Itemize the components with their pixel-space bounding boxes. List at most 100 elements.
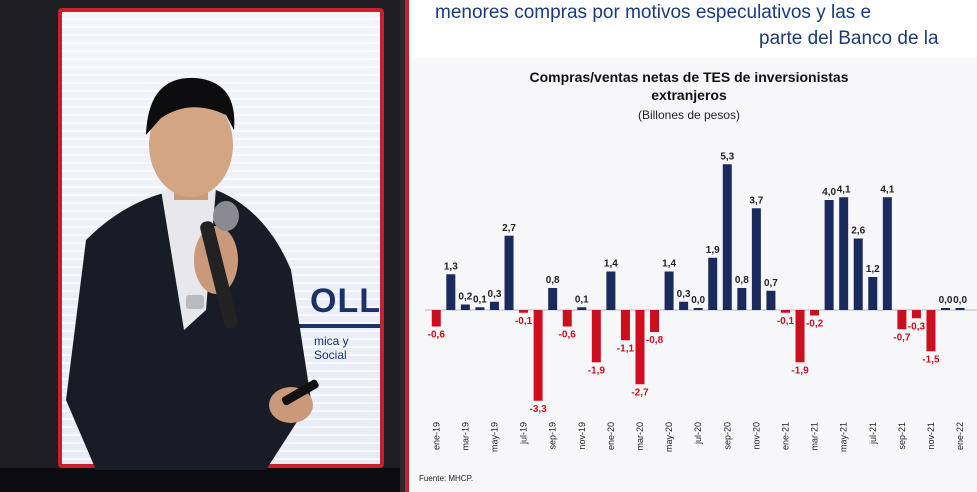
backdrop-stripe xyxy=(62,82,380,84)
bar xyxy=(620,310,630,341)
bar xyxy=(737,288,747,310)
tick-label: sep-19 xyxy=(548,422,558,450)
data-label: -1,1 xyxy=(617,343,635,354)
backdrop-stripe xyxy=(62,66,380,68)
backdrop-stripe xyxy=(62,42,380,44)
bar xyxy=(475,307,485,310)
bar xyxy=(839,197,849,310)
tick-label: jul-21 xyxy=(868,422,878,445)
bar xyxy=(431,310,441,327)
data-label: 0,3 xyxy=(488,289,502,300)
data-label: 0,0 xyxy=(953,295,967,306)
speaker-suit xyxy=(66,190,311,470)
data-label: -0,8 xyxy=(646,335,664,346)
tick-label: nov-20 xyxy=(751,422,761,450)
bar xyxy=(810,310,820,316)
data-label: 0,0 xyxy=(691,295,705,306)
bar xyxy=(664,271,674,310)
data-label: -2,7 xyxy=(631,387,649,398)
bar xyxy=(460,304,470,310)
tick-label: ene-21 xyxy=(780,422,790,450)
tick-label: mar-19 xyxy=(460,422,470,451)
data-label: 2,7 xyxy=(502,223,516,234)
tick-label: jul-19 xyxy=(519,422,529,445)
speaker-face xyxy=(149,93,233,197)
speaker-hair xyxy=(146,77,235,135)
bar xyxy=(824,200,834,310)
bar xyxy=(679,301,689,310)
bar xyxy=(635,310,645,385)
data-label: -3,3 xyxy=(530,404,548,415)
presentation-slide: menores compras por motivos especulativo… xyxy=(405,0,977,492)
tick-label: sep-20 xyxy=(722,422,732,450)
data-label: -0,6 xyxy=(559,330,577,341)
bar xyxy=(722,164,732,310)
speaker-figure xyxy=(66,77,319,470)
bar xyxy=(548,288,558,310)
backdrop-stripe xyxy=(62,58,380,60)
bar xyxy=(577,307,587,310)
bar xyxy=(519,310,529,313)
data-label: 1,2 xyxy=(866,264,880,275)
bar xyxy=(504,235,514,310)
bar xyxy=(606,271,616,310)
backdrop-brand-subtitle: mica y Social xyxy=(314,334,349,362)
chart-source: Fuente: MHCP. xyxy=(419,474,474,483)
data-label: 3,7 xyxy=(749,195,763,206)
bar xyxy=(955,308,965,310)
bar xyxy=(882,197,892,310)
data-label: 1,4 xyxy=(604,259,618,270)
backdrop-stripe xyxy=(62,18,380,20)
backdrop-stripe xyxy=(62,74,380,76)
bar xyxy=(926,310,936,352)
slide-header-line-1: menores compras por motivos especulativo… xyxy=(435,2,872,23)
data-label: 1,9 xyxy=(706,245,720,256)
chart-title: Compras/ventas netas de TES de inversion… xyxy=(529,69,849,103)
data-label: -0,1 xyxy=(515,316,533,327)
tick-label: nov-19 xyxy=(577,422,587,450)
bar xyxy=(853,238,863,310)
microphone xyxy=(200,221,238,329)
backdrop-stripe xyxy=(62,26,380,28)
data-label: 0,3 xyxy=(677,289,691,300)
data-label: 0,8 xyxy=(546,275,560,286)
slide-header-line-2: parte del Banco de la xyxy=(759,28,939,49)
video-feed: OLLO mica y Social xyxy=(0,0,400,492)
bar xyxy=(911,310,921,319)
bar xyxy=(489,301,499,310)
data-label: 0,7 xyxy=(764,278,778,289)
tick-label: ene-19 xyxy=(431,422,441,450)
chart-unit: (Billones de pesos) xyxy=(637,108,741,122)
bar xyxy=(562,310,572,327)
backdrop-divider xyxy=(242,324,380,328)
data-label: -0,2 xyxy=(806,319,824,330)
slide-header: menores compras por motivos especulativo… xyxy=(409,0,977,58)
bar xyxy=(708,257,718,310)
bar xyxy=(751,208,761,310)
tick-label: mar-20 xyxy=(635,422,645,451)
data-label: -1,9 xyxy=(588,365,606,376)
bar xyxy=(650,310,660,332)
tick-label: sep-21 xyxy=(897,422,907,450)
bar xyxy=(795,310,805,363)
data-label: 1,3 xyxy=(444,261,458,272)
tick-label: nov-21 xyxy=(926,422,936,450)
tick-label: ene-22 xyxy=(955,422,965,450)
presentation-clicker xyxy=(281,379,319,406)
tick-label: may-21 xyxy=(839,422,849,452)
tick-label: jul-20 xyxy=(693,422,703,445)
tick-label: mar-21 xyxy=(810,422,820,451)
backdrop-stripe xyxy=(62,34,380,36)
data-label: 4,0 xyxy=(822,187,836,198)
stage-floor xyxy=(0,468,400,492)
data-label: 0,2 xyxy=(458,292,472,303)
data-label: 0,0 xyxy=(939,295,953,306)
data-label: 4,1 xyxy=(880,184,894,195)
data-label: 0,1 xyxy=(575,294,589,305)
speaker-watch xyxy=(186,295,204,309)
tick-label: may-19 xyxy=(489,422,499,452)
data-label: 0,1 xyxy=(473,294,487,305)
bar xyxy=(446,274,456,310)
data-label: -0,1 xyxy=(777,316,795,327)
bar xyxy=(533,310,543,401)
